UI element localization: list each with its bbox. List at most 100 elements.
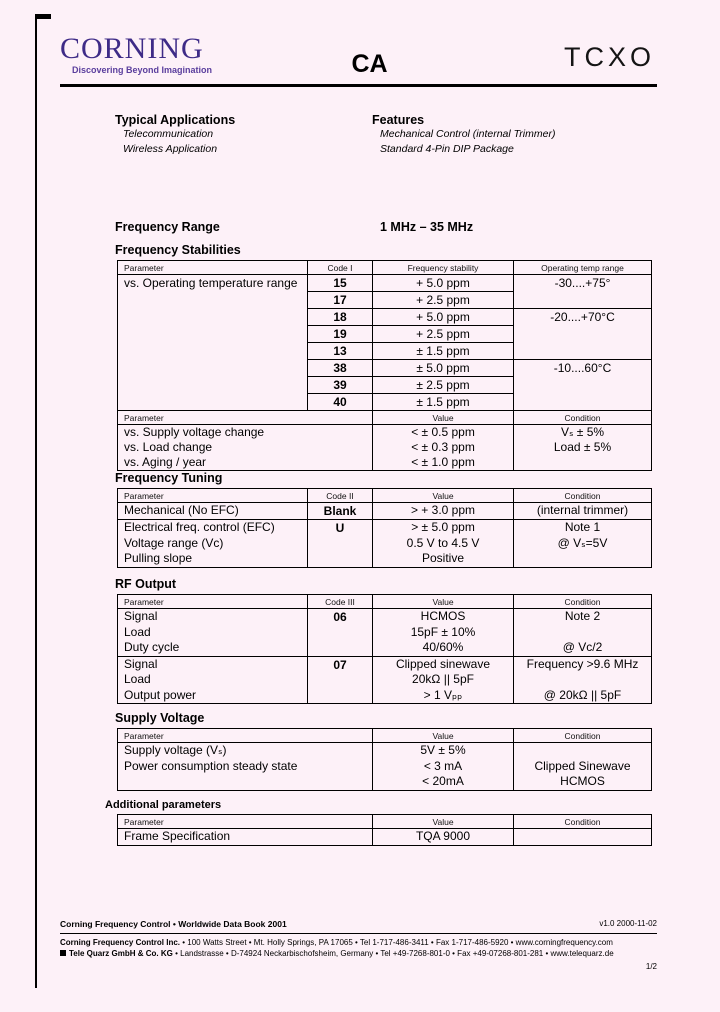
parameter-cell-line: Supply voltage (Vₛ) xyxy=(124,743,227,757)
column-header: Code I xyxy=(307,260,373,275)
corning-company-name: Corning Frequency Control Inc. xyxy=(60,938,181,947)
corning-address-detail: • 100 Watts Street • Mt. Holly Springs, … xyxy=(180,938,613,947)
value-cell-line: > ± 5.0 ppm xyxy=(411,520,475,534)
column-header: Condition xyxy=(513,410,652,425)
condition-cell: (internal trimmer) xyxy=(513,502,652,520)
frequency-range-label: Frequency Range xyxy=(115,220,220,234)
parameter-cell-line: Output power xyxy=(124,687,197,702)
code-cell: 39 xyxy=(307,376,373,394)
value-cell: < ± 1.0 ppm xyxy=(372,455,514,471)
parameter-cell: Signal Load Duty cycle xyxy=(118,609,308,657)
typical-applications: Typical Applications Telecommunication W… xyxy=(115,113,372,156)
condition-cell xyxy=(513,455,652,471)
condition-cell: Frequency >9.6 MHz @ 20kΩ || 5pF xyxy=(513,656,652,704)
code-cell: 07 xyxy=(307,656,373,704)
section-title: RF Output xyxy=(115,577,177,591)
parameter-cell-line: Load xyxy=(124,624,151,639)
condition-cell: Load ± 5% xyxy=(513,440,652,455)
stability-cell: ± 5.0 ppm xyxy=(372,359,514,377)
column-header: Value xyxy=(372,488,514,503)
corning-wordmark: CORNING xyxy=(60,32,204,65)
stability-cell: ± 1.5 ppm xyxy=(372,342,514,360)
value-cell: < ± 0.5 ppm xyxy=(372,424,514,440)
value-cell: TQA 9000 xyxy=(372,828,514,846)
condition-cell-line: Note 1 xyxy=(564,520,601,534)
telequarz-logo-icon xyxy=(60,950,66,956)
condition-cell-line xyxy=(518,743,647,759)
parameter-cell-line: Power consumption steady state xyxy=(124,758,298,773)
typical-applications-title: Typical Applications xyxy=(115,113,236,127)
parameter-cell: vs. Aging / year xyxy=(124,455,207,469)
column-header: Frequency stability xyxy=(372,260,514,275)
condition-cell-line: Note 2 xyxy=(564,609,601,623)
column-header: Code II xyxy=(307,488,373,503)
column-header: Value xyxy=(372,410,514,425)
application-item: Wireless Application xyxy=(123,142,218,155)
corning-logo: CORNING Discovering Beyond Imagination xyxy=(60,32,657,76)
condition-cell-line: @ Vₛ=5V xyxy=(557,535,608,550)
column-header: Condition xyxy=(513,488,652,503)
value-cell-line: Clipped sinewave xyxy=(395,656,491,671)
condition-cell-line xyxy=(518,672,647,688)
value-cell-line: 20kΩ || 5pF xyxy=(412,672,474,686)
value-cell-line: > 1 Vₚₚ xyxy=(423,687,463,702)
additional-parameters-section: Additional parameters Parameter Value Cond… xyxy=(105,799,652,846)
feature-item: Mechanical Control (internal Trimmer) xyxy=(380,128,556,140)
column-header: Condition xyxy=(513,728,652,743)
condition-cell-line xyxy=(518,551,647,567)
scan-artifact-mark xyxy=(35,14,51,19)
value-cell: Clipped sinewave 20kΩ || 5pF > 1 Vₚₚ xyxy=(372,656,514,704)
condition-cell-line: Frequency >9.6 MHz xyxy=(526,656,639,671)
condition-cell: Note 2 @ Vc/2 xyxy=(513,608,652,656)
additional-parameters-table: Parameter Value Condition Frame Specificat… xyxy=(117,814,652,846)
parameter-cell: Supply voltage (Vₛ) Power consumption ste… xyxy=(118,743,373,791)
value-cell-line: Positive xyxy=(421,551,465,565)
page-number: 1/2 xyxy=(645,962,657,971)
value-cell-line: 5V ± 5% xyxy=(420,743,466,757)
column-header: Value xyxy=(372,594,514,609)
condition-cell-line: HCMOS xyxy=(560,774,605,788)
code-cell: 40 xyxy=(307,393,373,411)
column-header: Operating temp range xyxy=(513,260,652,275)
condition-cell xyxy=(513,828,652,846)
intro-section: Typical Applications Telecommunication W… xyxy=(115,113,657,156)
parameter-cell: Frame Specification xyxy=(118,829,373,846)
frequency-stabilities-table: Parameter Code I Frequency stability Operat… xyxy=(117,260,652,471)
telequarz-address-detail: • Landstrasse • D-74924 Neckarbischofshe… xyxy=(172,949,614,958)
telequarz-company-name: Tele Quarz GmbH & Co. KG xyxy=(69,949,173,958)
stability-cell: ± 1.5 ppm xyxy=(372,393,514,411)
condition-cell-line xyxy=(518,829,647,845)
features-title: Features xyxy=(372,113,425,127)
parameter-cell-line: Pulling slope xyxy=(124,551,193,565)
frequency-range-value: 1 MHz – 35 MHz xyxy=(380,220,474,234)
value-cell: HCMOS 15pF ± 10% 40/60% xyxy=(372,608,514,656)
column-header: Parameter xyxy=(117,410,373,425)
supply-voltage-table: Parameter Value Condition Supply voltage (… xyxy=(117,728,652,791)
document-version: v1.0 2000-11-02 xyxy=(599,919,657,928)
frequency-tuning-section: Frequency Tuning Parameter Code II Value Co… xyxy=(115,471,652,568)
parameter-cell: vs. Operating temperature range xyxy=(124,276,298,290)
parameter-cell-line: Voltage range (Vc) xyxy=(124,535,224,550)
temp-range-cell: -30....+75° xyxy=(513,274,652,309)
parameter-cell: vs. Load change xyxy=(124,440,213,454)
parameter-cell: Signal Load Output power xyxy=(118,656,308,704)
condition-cell: Clipped Sinewave HCMOS xyxy=(513,742,652,790)
temp-range-cell: -10....60°C xyxy=(513,359,652,411)
column-header: Value xyxy=(372,728,514,743)
column-header: Parameter xyxy=(117,488,308,503)
value-cell: 5V ± 5% < 3 mA < 20mA xyxy=(372,742,514,790)
column-header: Condition xyxy=(513,814,652,829)
column-header: Parameter xyxy=(117,814,373,829)
application-item: Telecommunication xyxy=(123,128,214,140)
corning-address-line: Corning Frequency Control Inc. • 100 Wat… xyxy=(60,938,660,948)
stability-cell: ± 2.5 ppm xyxy=(372,376,514,394)
value-cell-line: HCMOS xyxy=(420,609,466,623)
column-header: Condition xyxy=(513,594,652,609)
rf-output-section: RF Output Parameter Code III Value Conditio… xyxy=(115,577,652,704)
code-cell: 18 xyxy=(307,308,373,326)
parameter-cell-line: Electrical freq. control (EFC) xyxy=(124,520,275,534)
column-header: Parameter xyxy=(117,728,373,743)
supply-voltage-section: Supply Voltage Parameter Value Condition S… xyxy=(115,711,652,791)
scan-artifact-line xyxy=(35,14,37,988)
